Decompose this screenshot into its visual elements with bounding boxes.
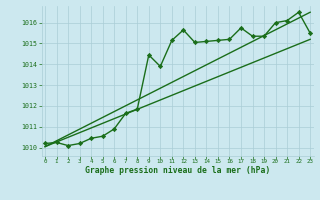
X-axis label: Graphe pression niveau de la mer (hPa): Graphe pression niveau de la mer (hPa) (85, 166, 270, 175)
